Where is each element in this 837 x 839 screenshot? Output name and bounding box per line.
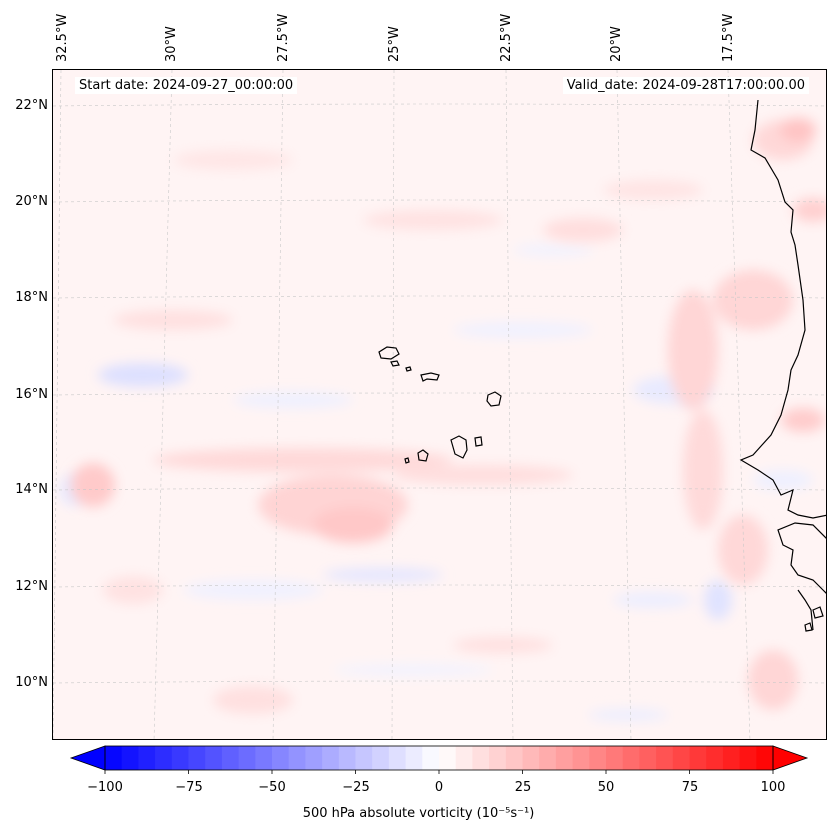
colorbar-segment: [672, 746, 690, 770]
colorbar-segment: [555, 746, 574, 770]
graticule: [53, 70, 826, 739]
lon-label-17-5w: 17.5°W: [721, 13, 736, 62]
lat-label-16n: 16°N: [15, 387, 48, 402]
colorbar-segment: [739, 746, 757, 770]
lon-label-25w: 25°W: [387, 26, 402, 62]
lon-label-20w: 20°W: [609, 26, 624, 62]
lat-label-22n: 22°N: [15, 98, 48, 113]
colorbar-segment: [221, 746, 240, 770]
colorbar-segment: [388, 746, 407, 770]
colorbar-segment: [539, 746, 557, 770]
cape-verde-islands: [378, 346, 824, 632]
lon-label-27-5w: 27.5°W: [276, 13, 291, 62]
colorbar-segment: [439, 746, 457, 770]
colorbar-segments: [69, 745, 809, 771]
coastline: [739, 99, 826, 631]
colorbar-segment: [372, 746, 390, 770]
lat-label-14n: 14°N: [15, 482, 48, 497]
colorbar-segment: [305, 746, 323, 770]
colorbar-segment: [355, 746, 373, 770]
colorbar-segment: [422, 746, 440, 770]
colorbar-segment: [589, 746, 607, 770]
colorbar-segment: [171, 746, 189, 770]
colorbar-segment: [572, 746, 590, 770]
vorticity-background: [53, 70, 826, 739]
colorbar-segment: [322, 746, 340, 770]
colorbar-segment: [138, 746, 156, 770]
lat-label-18n: 18°N: [15, 290, 48, 305]
colorbar-tick-label: −75: [175, 780, 203, 795]
colorbar-segment: [639, 746, 657, 770]
start-date-label: Start date: 2024-09-27_00:00:00: [75, 77, 298, 94]
colorbar-tick-label: 0: [434, 780, 444, 795]
lat-label-10n: 10°N: [15, 675, 48, 690]
colorbar-tick-label: 75: [681, 780, 699, 795]
colorbar-segment: [522, 746, 540, 770]
colorbar-label: 500 hPa absolute vorticity (10⁻⁵s⁻¹): [302, 806, 535, 821]
colorbar-segment: [105, 746, 123, 770]
colorbar-segment: [338, 746, 356, 770]
colorbar-tick-label: −100: [87, 780, 123, 795]
colorbar-segment: [756, 746, 774, 770]
colorbar-segment: [505, 746, 523, 770]
colorbar-segment: [205, 746, 223, 770]
colorbar-segment: [606, 746, 624, 770]
colorbar-tick-label: 100: [760, 780, 786, 795]
colorbar-segment: [188, 746, 206, 770]
colorbar-segment: [405, 746, 423, 770]
colorbar-segment: [689, 746, 707, 770]
colorbar-tick-label: −25: [342, 780, 370, 795]
vorticity-map: [52, 69, 827, 740]
colorbar-segment: [455, 746, 473, 770]
colorbar-segment: [622, 746, 640, 770]
positive-vorticity-patches: [71, 118, 826, 714]
colorbar-segment: [255, 746, 273, 770]
colorbar-tick-label: 50: [597, 780, 615, 795]
colorbar-segment: [155, 746, 173, 770]
colorbar: [69, 745, 809, 774]
lon-label-32-5w: 32.5°W: [55, 13, 70, 62]
negative-vorticity-patches: [59, 244, 813, 721]
colorbar-segment: [472, 746, 490, 770]
colorbar-segment: [656, 746, 674, 770]
colorbar-tick-label: −50: [258, 780, 286, 795]
colorbar-segment: [489, 746, 507, 770]
valid-date-label: Valid_date: 2024-09-28T17:00:00.00: [562, 77, 809, 94]
colorbar-ticks: [104, 770, 774, 774]
colorbar-min-extension: [69, 745, 106, 771]
colorbar-segment: [722, 746, 741, 770]
colorbar-segment: [706, 746, 724, 770]
lon-label-30w: 30°W: [164, 26, 179, 62]
lat-label-12n: 12°N: [15, 579, 48, 594]
colorbar-segment: [121, 746, 139, 770]
colorbar-max-extension: [772, 745, 809, 771]
colorbar-segment: [238, 746, 256, 770]
colorbar-tick-label: 25: [514, 780, 532, 795]
vorticity-field-svg: [53, 70, 826, 739]
lon-label-22-5w: 22.5°W: [499, 13, 514, 62]
colorbar-segment: [288, 746, 306, 770]
colorbar-segment: [272, 746, 290, 770]
lat-label-20n: 20°N: [15, 194, 48, 209]
